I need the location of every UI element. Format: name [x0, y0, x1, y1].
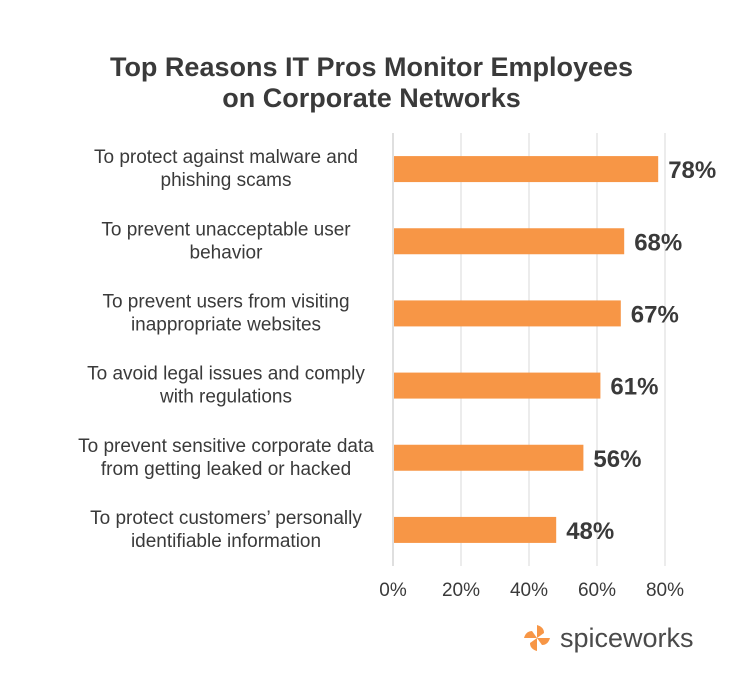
category-label: To prevent sensitive corporate data [78, 436, 374, 457]
bar [394, 372, 601, 399]
x-tick-label: 40% [510, 580, 548, 601]
category-label: from getting leaked or hacked [101, 459, 351, 480]
logo-petal [537, 625, 544, 638]
category-label: identifiable information [131, 531, 321, 552]
bar [394, 156, 659, 183]
category-label: phishing scams [161, 170, 292, 191]
data-label: 68% [634, 229, 682, 256]
x-tick-label: 60% [578, 580, 616, 601]
category-label: To avoid legal issues and comply [87, 364, 365, 385]
data-label: 67% [631, 301, 679, 328]
logo-petal [530, 638, 537, 651]
data-label: 48% [566, 518, 614, 545]
spiceworks-logo-icon [524, 625, 550, 651]
spiceworks-logo: spiceworks [520, 620, 694, 656]
x-tick-label: 0% [379, 580, 407, 601]
category-label: with regulations [159, 387, 292, 408]
x-tick-label: 80% [646, 580, 684, 601]
category-label: To protect against malware and [94, 147, 358, 168]
category-label: To protect customers’ personally [90, 508, 362, 529]
logo-petal [537, 638, 550, 645]
logo-text: spiceworks [560, 623, 694, 653]
category-label: inappropriate websites [131, 314, 321, 335]
chart-title-line-2: on Corporate Networks [222, 83, 521, 113]
logo-petal [524, 631, 537, 638]
bar [394, 228, 625, 255]
bar [394, 516, 557, 543]
data-label: 78% [668, 157, 716, 184]
category-label: To prevent users from visiting [102, 291, 349, 312]
chart-title-line-1: Top Reasons IT Pros Monitor Employees [109, 52, 634, 82]
bar [394, 300, 621, 327]
x-tick-label: 20% [442, 580, 480, 601]
bar [394, 444, 584, 471]
category-label: To prevent unacceptable user [101, 219, 351, 240]
data-label: 56% [593, 446, 641, 473]
category-label: behavior [190, 242, 264, 263]
data-label: 61% [610, 374, 658, 401]
